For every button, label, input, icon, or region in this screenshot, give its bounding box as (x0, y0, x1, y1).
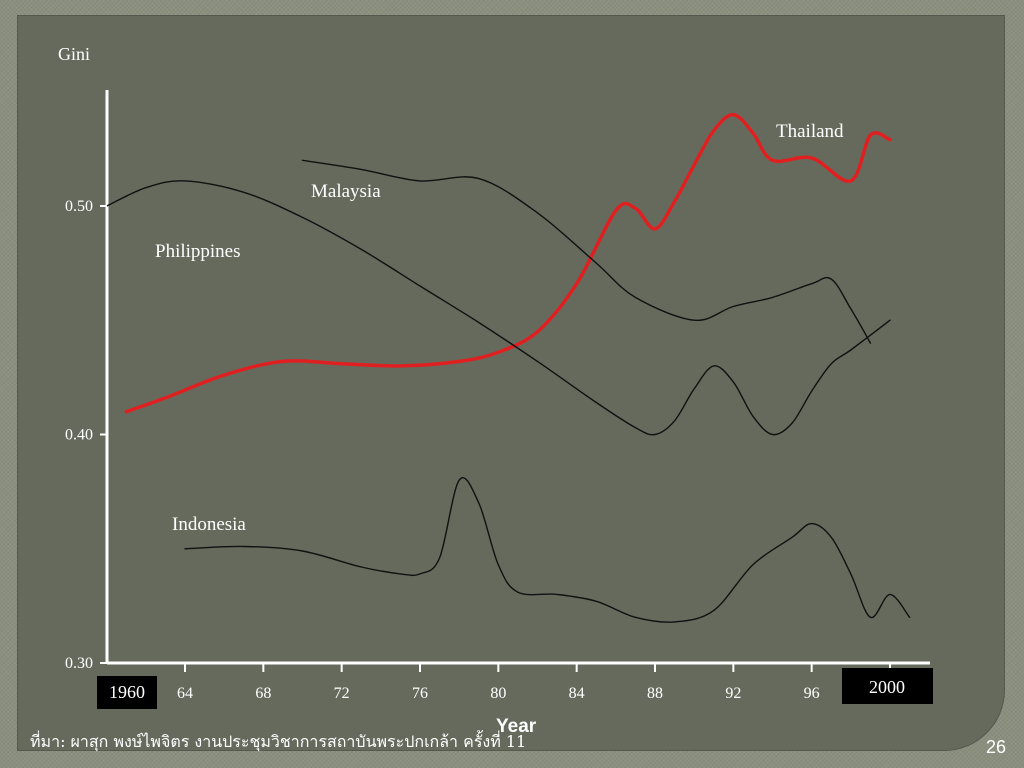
slide-background (18, 16, 1004, 750)
chart-series-lines (106, 112, 911, 623)
x-tick-label: 84 (569, 685, 585, 702)
x-tick-label: 68 (255, 685, 271, 702)
chart-series-labels: Thailand Malaysia Philippines Indonesia (155, 121, 844, 535)
y-tick-label: 0.50 (65, 198, 93, 215)
y-axis-label: Gini (58, 44, 90, 64)
series-line-philippines (106, 180, 891, 436)
series-label-thailand: Thailand (776, 121, 844, 142)
x-tick-label: 64 (177, 685, 193, 702)
year-2000-box (842, 668, 933, 704)
x-tick-label: 76 (412, 685, 428, 702)
y-tick-label: 0.30 (65, 655, 93, 672)
chart-tick-labels: 0.30 0.40 0.50 1960 64 68 72 76 80 84 88 92 96 2000 (65, 198, 933, 709)
x-tick-label: 80 (490, 685, 506, 702)
series-line-malaysia (301, 159, 872, 344)
x-tick-label: 88 (647, 685, 663, 702)
x-tick-label: 72 (334, 685, 350, 702)
year-1960-box (97, 676, 157, 709)
series-label-malaysia: Malaysia (311, 181, 381, 202)
x-tick-label: 1960 (109, 682, 145, 702)
series-label-philippines: Philippines (155, 241, 241, 262)
y-tick-label: 0.40 (65, 427, 93, 444)
chart-axes (105, 90, 930, 665)
x-tick-label: 92 (725, 685, 741, 702)
page-number: 26 (985, 737, 1006, 757)
x-axis-label: Year (496, 716, 537, 737)
series-line-indonesia (184, 477, 911, 623)
source-citation: ที่มา: ผาสุก พงษ์ไพจิตร งานประชุมวิชาการ… (30, 732, 527, 751)
series-label-indonesia: Indonesia (172, 514, 246, 535)
series-line-thailand (124, 112, 892, 414)
x-tick-label: 2000 (869, 677, 905, 697)
x-tick-label: 96 (804, 685, 820, 702)
